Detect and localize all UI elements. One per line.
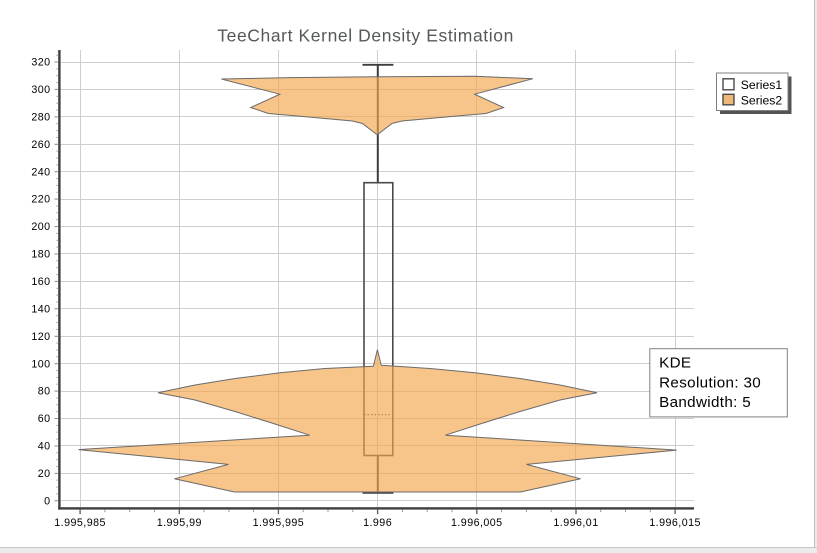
svg-text:300: 300 <box>31 84 50 96</box>
svg-text:40: 40 <box>38 441 51 453</box>
svg-text:KDE: KDE <box>659 355 691 372</box>
svg-text:1.995,995: 1.995,995 <box>253 517 305 529</box>
svg-text:TeeChart Kernel Density Estima: TeeChart Kernel Density Estimation <box>217 26 514 46</box>
svg-text:20: 20 <box>38 468 51 480</box>
svg-text:1.996,005: 1.996,005 <box>451 517 503 529</box>
svg-text:Bandwidth: 5: Bandwidth: 5 <box>659 394 751 411</box>
svg-text:200: 200 <box>31 221 50 233</box>
svg-text:100: 100 <box>31 358 50 370</box>
svg-text:240: 240 <box>31 166 50 178</box>
svg-text:1.996: 1.996 <box>363 517 392 529</box>
svg-text:140: 140 <box>31 303 50 315</box>
svg-text:180: 180 <box>31 249 50 261</box>
svg-text:280: 280 <box>31 112 50 124</box>
svg-text:Resolution: 30: Resolution: 30 <box>659 374 761 391</box>
svg-text:0: 0 <box>44 495 50 507</box>
svg-text:260: 260 <box>31 139 50 151</box>
svg-text:Series1: Series1 <box>741 78 783 92</box>
svg-text:60: 60 <box>38 413 51 425</box>
svg-text:320: 320 <box>31 57 50 69</box>
svg-text:80: 80 <box>38 386 51 398</box>
svg-text:1.996,015: 1.996,015 <box>649 517 701 529</box>
svg-text:1.995,99: 1.995,99 <box>157 517 202 529</box>
svg-text:220: 220 <box>31 194 50 206</box>
svg-text:160: 160 <box>31 276 50 288</box>
svg-text:Series2: Series2 <box>741 94 783 108</box>
svg-text:1.995,985: 1.995,985 <box>54 517 106 529</box>
svg-text:1.996,01: 1.996,01 <box>553 517 598 529</box>
svg-text:120: 120 <box>31 331 50 343</box>
